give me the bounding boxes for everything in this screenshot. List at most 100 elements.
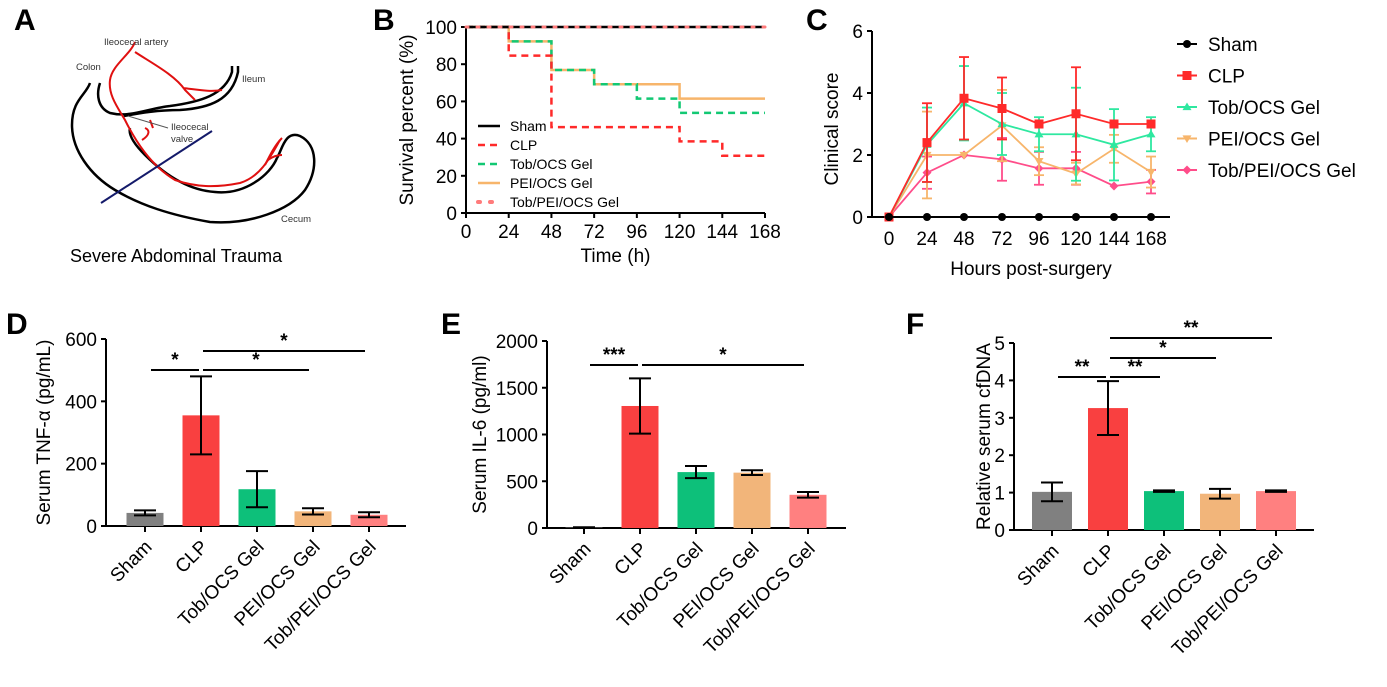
legend-label: Sham <box>510 118 547 134</box>
survival-line-clp <box>466 25 765 157</box>
legend-label: Tob/PEI/OCS Gel <box>1208 161 1356 182</box>
legend-label: Tob/OCS Gel <box>510 156 592 172</box>
artery-branch-cecum <box>264 137 283 166</box>
x-tick-label: Sham <box>107 537 157 587</box>
series-line <box>888 154 1152 218</box>
x-tick-label: 144 <box>1098 229 1130 250</box>
label-ileocecal-artery: Ileocecal artery <box>104 37 169 48</box>
diagram-caption: Severe Abdominal Trauma <box>70 246 283 266</box>
y-tick-label: 80 <box>436 55 457 76</box>
y-tick-label: 20 <box>436 167 457 188</box>
data-point <box>997 104 1007 113</box>
x-tick-label: 72 <box>991 229 1012 250</box>
x-tick-label: Sham <box>546 539 596 589</box>
legend-label: Tob/PEI/OCS Gel <box>510 194 619 210</box>
y-tick-label: 0 <box>527 519 538 540</box>
valve-pointer <box>127 115 169 129</box>
x-tick-label: 120 <box>664 222 696 243</box>
legend-label: CLP <box>1208 67 1245 88</box>
y-axis-title: Serum IL-6 (pg/ml) <box>470 355 491 513</box>
y-tick-label: 60 <box>436 92 457 113</box>
x-tick-label: 24 <box>498 222 520 243</box>
y-tick-label: 500 <box>506 472 538 493</box>
x-tick-label: 0 <box>884 229 895 250</box>
x-tick-label: 168 <box>749 222 781 243</box>
data-point <box>1034 119 1044 129</box>
significance-label: * <box>280 331 288 352</box>
label-valve-2: valve <box>171 134 193 145</box>
y-tick-label: 1500 <box>496 379 538 400</box>
y-tick-label: 1000 <box>496 426 538 447</box>
label-colon: Colon <box>76 62 101 73</box>
significance-label: * <box>1159 338 1167 359</box>
ileum-wall-outer <box>96 66 234 116</box>
legend-label: PEI/OCS Gel <box>510 175 592 191</box>
legend-swatch-marker <box>1182 135 1192 143</box>
colon-outer-wall <box>70 82 316 224</box>
bar-tob-pei-ocs-gel <box>350 514 388 526</box>
panel-letter-e: E <box>441 308 462 341</box>
survival-line-tob-ocs-gel <box>466 25 765 115</box>
x-tick-label: 48 <box>541 222 562 243</box>
y-axis-title: Relative serum cfDNA <box>974 343 995 530</box>
y-tick-label: 0 <box>852 208 863 229</box>
data-point <box>1072 213 1080 221</box>
data-point <box>1147 213 1155 221</box>
y-tick-label: 6 <box>852 22 863 43</box>
y-tick-label: 400 <box>65 392 97 413</box>
significance-label: *** <box>603 345 626 366</box>
data-point <box>1035 213 1043 221</box>
y-tick-label: 0 <box>994 521 1005 542</box>
x-tick-label: 120 <box>1060 229 1092 250</box>
y-tick-label: 2000 <box>496 332 538 353</box>
data-point <box>960 213 968 221</box>
data-point <box>1146 129 1156 138</box>
legend-swatch-marker <box>1182 102 1192 111</box>
y-tick-label: 600 <box>65 330 97 351</box>
panel-letter-a: A <box>14 4 36 37</box>
panel-letter-f: F <box>906 308 925 341</box>
significance-label: ** <box>1075 357 1090 378</box>
series-line <box>888 102 1152 218</box>
y-tick-label: 3 <box>994 409 1005 430</box>
data-point <box>1071 109 1081 119</box>
chart-survival: 0 20 40 60 80 100 0 24 48 72 96 120 144 168 Time (h) Su… <box>397 18 781 267</box>
artery-main <box>108 41 281 188</box>
data-point <box>1110 213 1118 221</box>
legend-label: Tob/OCS Gel <box>1208 98 1320 119</box>
series-line <box>888 97 1151 218</box>
data-point <box>885 213 893 221</box>
artery-branch-valve <box>141 119 154 141</box>
data-point <box>923 213 931 221</box>
survival-line-pei-ocs-gel <box>466 25 765 100</box>
significance-label: * <box>719 345 727 366</box>
legend-swatch-marker <box>1183 40 1191 48</box>
x-tick-label: 96 <box>626 222 647 243</box>
y-tick-label: 200 <box>65 455 97 476</box>
data-point <box>959 151 969 160</box>
series-line <box>888 124 1152 218</box>
data-point <box>922 138 932 148</box>
label-ileum: Ileum <box>242 74 265 85</box>
y-axis-title: Survival percent (%) <box>397 34 418 205</box>
panel-letter-c: C <box>806 4 828 37</box>
x-tick-label: 168 <box>1135 229 1167 250</box>
data-point <box>959 93 969 103</box>
x-tick-label: 24 <box>916 229 938 250</box>
y-tick-label: 40 <box>436 130 457 151</box>
x-axis-title: Hours post-surgery <box>950 259 1112 280</box>
data-point <box>1109 140 1119 148</box>
bar-pei-ocs-gel <box>1200 493 1240 530</box>
panel-letter-d: D <box>6 308 28 341</box>
y-tick-label: 0 <box>86 517 97 538</box>
artery-branch-ileum <box>134 51 223 101</box>
series-clp <box>884 56 1156 222</box>
panel-letter-b: B <box>373 4 395 37</box>
bar-tob-ocs-gel <box>1144 491 1184 530</box>
data-point <box>1034 129 1044 138</box>
